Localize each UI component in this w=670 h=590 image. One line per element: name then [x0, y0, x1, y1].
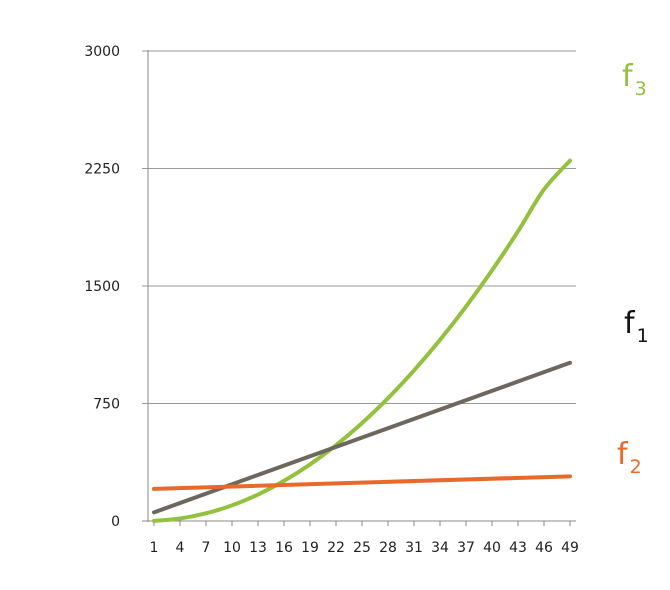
- y-tick-label: 2250: [84, 162, 120, 178]
- x-tick-label: 31: [405, 540, 423, 556]
- x-tick-label: 7: [202, 540, 211, 556]
- x-tick-label: 25: [353, 540, 371, 556]
- grid-lines: [142, 50, 576, 522]
- x-tick-label: 10: [223, 540, 241, 556]
- y-tick-label: 1500: [84, 279, 120, 295]
- y-tick-label: 0: [111, 514, 120, 530]
- series-line-f1: [152, 360, 572, 515]
- x-tick-label: 28: [379, 540, 397, 556]
- series-lines: [152, 158, 572, 523]
- y-tick-label: 750: [93, 397, 120, 413]
- x-tick-label: 4: [176, 540, 185, 556]
- series-line-f3: [152, 158, 572, 523]
- series-labels: f 3 f 1 f 2: [617, 59, 649, 478]
- x-tick-label: 49: [561, 540, 579, 556]
- series-line-f2: [152, 474, 572, 491]
- x-tick-label: 13: [249, 540, 267, 556]
- x-tick-label: 22: [327, 540, 345, 556]
- x-tick-label: 19: [301, 540, 319, 556]
- x-tick-labels: 1 4 7 10 13 16 19 22 25 28 31 34 37 40 43 46 49: [150, 521, 579, 556]
- x-tick-label: 34: [431, 540, 449, 556]
- x-tick-label: 43: [509, 540, 527, 556]
- x-tick-label: 46: [535, 540, 553, 556]
- y-tick-label: 3000: [84, 44, 120, 60]
- x-tick-label: 37: [457, 540, 475, 556]
- y-tick-labels: 0 750 1500 2250 3000: [84, 44, 120, 530]
- x-tick-label: 16: [275, 540, 293, 556]
- x-tick-label: 40: [483, 540, 501, 556]
- x-tick-label: 1: [150, 540, 159, 556]
